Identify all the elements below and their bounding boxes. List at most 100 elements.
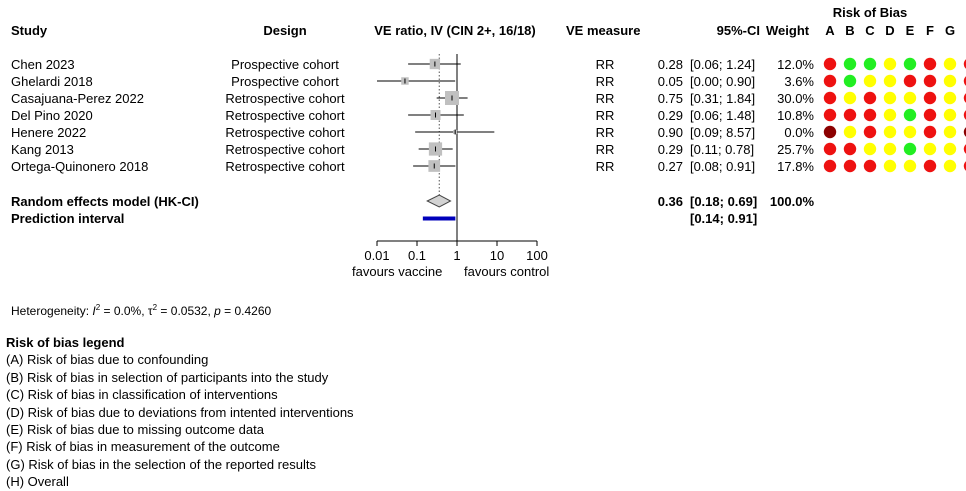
rob-legend-item: (C) Risk of bias in classification of in… [6, 387, 278, 403]
rob-dot [823, 57, 837, 71]
rob-dot [963, 110, 966, 120]
rob-dot [903, 57, 917, 71]
study-weight: 25.7% [777, 142, 814, 157]
study-estimate: 0.29 [657, 142, 683, 157]
rob-dot [883, 57, 897, 71]
x-tick-label: 1 [453, 248, 460, 263]
rob-dot [963, 93, 966, 103]
rob-column-letter: H [960, 23, 966, 39]
study-design: Prospective cohort [231, 74, 339, 89]
rob-dot [943, 57, 957, 71]
pooled-ci: [0.18; 0.69] [690, 194, 758, 209]
rob-legend-item: (B) Risk of bias in selection of partici… [6, 369, 329, 385]
rob-dot [943, 142, 957, 156]
rob-legend-item: (G) Risk of bias in the selection of the… [6, 456, 316, 472]
favours-control-label: favours control [464, 264, 550, 279]
rob-dot [863, 125, 877, 139]
header-weight: Weight [766, 23, 810, 38]
study-weight: 10.8% [777, 108, 814, 123]
header-ci: 95%-CI [716, 23, 760, 38]
study-ci: [0.09; 8.57] [690, 125, 756, 140]
header-measure: VE measure [566, 23, 641, 38]
rob-dot [843, 159, 857, 173]
study-weight: 3.6% [784, 74, 814, 89]
het-p-value: = 0.4260 [220, 304, 272, 318]
rob-column-letter: E [905, 23, 915, 38]
rob-dot [883, 159, 897, 173]
x-tick-label: 100 [526, 248, 548, 263]
het-p-symbol: p [214, 304, 221, 318]
study-estimate: 0.27 [657, 159, 683, 174]
study-design: Retrospective cohort [225, 125, 345, 140]
rob-dot [823, 91, 837, 105]
header-rob-title: Risk of Bias [832, 5, 908, 20]
rob-dot [943, 108, 957, 122]
rob-dot [843, 125, 857, 139]
rob-dot [863, 142, 877, 156]
study-name: Kang 2013 [11, 142, 74, 157]
study-ci: [0.08; 0.91] [690, 159, 756, 174]
rob-dot [863, 159, 877, 173]
rob-dot [963, 59, 966, 69]
pooled-diamond [426, 194, 452, 208]
rob-dot [883, 108, 897, 122]
rob-dot [883, 125, 897, 139]
pooled-weight: 100.0% [769, 194, 814, 209]
rob-column-letter: F [926, 23, 934, 38]
study-ci: [0.06; 1.24] [690, 57, 756, 72]
forest-plot: 0.01 0.1 1 10 100 [364, 54, 966, 263]
x-tick-label: 10 [490, 248, 504, 263]
rob-column-letter: D [885, 23, 895, 38]
study-design: Retrospective cohort [225, 108, 345, 123]
rob-dot [883, 142, 897, 156]
rob-dot [943, 91, 957, 105]
rob-dot [923, 91, 937, 105]
het-tau-sup: 2 [152, 303, 158, 312]
study-ci: [0.31; 1.84] [690, 91, 756, 106]
het-tau-value: = 0.0532, [157, 304, 215, 318]
het-prefix: Heterogeneity: [11, 304, 93, 318]
study-name: Chen 2023 [11, 57, 75, 72]
rob-dot [923, 125, 937, 139]
study-ci: [0.11; 0.78] [690, 142, 755, 157]
study-measure: RR [595, 91, 615, 106]
rob-column-letter: A [825, 23, 835, 38]
rob-dot [863, 108, 877, 122]
rob-legend-item: (D) Risk of bias due to deviations from … [6, 404, 354, 420]
study-ci: [0.00; 0.90] [690, 74, 756, 89]
study-name: Ghelardi 2018 [11, 74, 93, 89]
study-weight: 12.0% [777, 57, 814, 72]
rob-dot [843, 142, 857, 156]
header-effect: VE ratio, IV (CIN 2+, 16/18) [374, 23, 536, 38]
rob-legend-item: (F) Risk of bias in measurement of the o… [6, 439, 280, 455]
rob-dot [823, 108, 837, 122]
het-i2-symbol: I [92, 304, 96, 318]
rob-dot [903, 142, 917, 156]
rob-dot [923, 108, 937, 122]
study-weight: 30.0% [777, 91, 814, 106]
study-estimate: 0.90 [657, 125, 683, 140]
rob-legend-item: (E) Risk of bias due to missing outcome … [6, 422, 264, 438]
study-measure: RR [595, 57, 615, 72]
rob-column-letter: C [865, 23, 875, 38]
rob-dot [843, 91, 857, 105]
prediction-label: Prediction interval [11, 211, 125, 226]
rob-dot [963, 127, 966, 137]
study-measure: RR [595, 159, 615, 174]
study-design: Retrospective cohort [225, 91, 345, 106]
x-tick-label: 0.1 [408, 248, 426, 263]
header-design: Design [263, 23, 307, 38]
rob-column-letter: G [944, 23, 956, 38]
rob-legend: Risk of bias legend (A) Risk of bias due… [6, 334, 354, 491]
rob-dot [903, 108, 917, 122]
rob-dot [883, 91, 897, 105]
pooled-label: Random effects model (HK-CI) [11, 194, 199, 209]
rob-dot [863, 74, 877, 88]
x-tick-label: 0.01 [364, 248, 389, 263]
study-estimate: 0.29 [657, 108, 683, 123]
rob-dot [903, 74, 917, 88]
study-measure: RR [595, 108, 615, 123]
rob-dot [823, 74, 837, 88]
rob-dot [903, 125, 917, 139]
rob-dot [923, 142, 937, 156]
